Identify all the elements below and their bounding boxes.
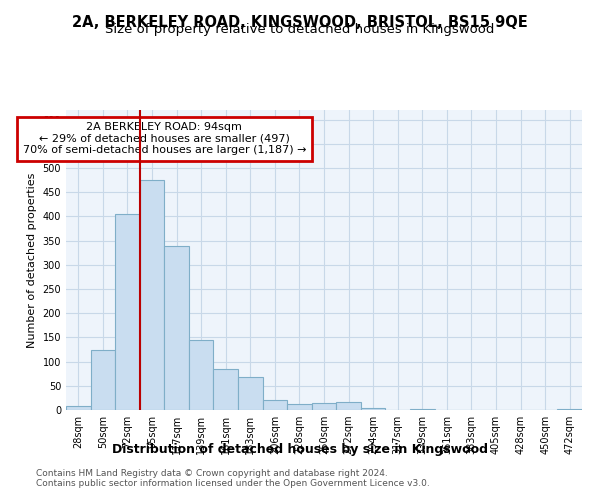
Bar <box>361 408 385 410</box>
Bar <box>214 369 238 410</box>
Bar <box>115 214 140 410</box>
Bar <box>91 350 115 410</box>
Bar <box>312 402 336 410</box>
Bar <box>140 180 164 410</box>
Bar <box>410 408 434 410</box>
Text: Contains HM Land Registry data © Crown copyright and database right 2024.: Contains HM Land Registry data © Crown c… <box>36 468 388 477</box>
Bar <box>164 246 189 410</box>
Text: 2A BERKELEY ROAD: 94sqm
← 29% of detached houses are smaller (497)
70% of semi-d: 2A BERKELEY ROAD: 94sqm ← 29% of detache… <box>23 122 306 156</box>
Bar <box>66 406 91 410</box>
Bar <box>287 404 312 410</box>
Bar <box>263 400 287 410</box>
Bar <box>557 409 582 410</box>
Text: Size of property relative to detached houses in Kingswood: Size of property relative to detached ho… <box>106 22 494 36</box>
Text: Distribution of detached houses by size in Kingswood: Distribution of detached houses by size … <box>112 442 488 456</box>
Bar <box>189 340 214 410</box>
Text: 2A, BERKELEY ROAD, KINGSWOOD, BRISTOL, BS15 9QE: 2A, BERKELEY ROAD, KINGSWOOD, BRISTOL, B… <box>72 15 528 30</box>
Bar <box>238 377 263 410</box>
Text: Contains public sector information licensed under the Open Government Licence v3: Contains public sector information licen… <box>36 478 430 488</box>
Y-axis label: Number of detached properties: Number of detached properties <box>27 172 37 348</box>
Bar <box>336 402 361 410</box>
